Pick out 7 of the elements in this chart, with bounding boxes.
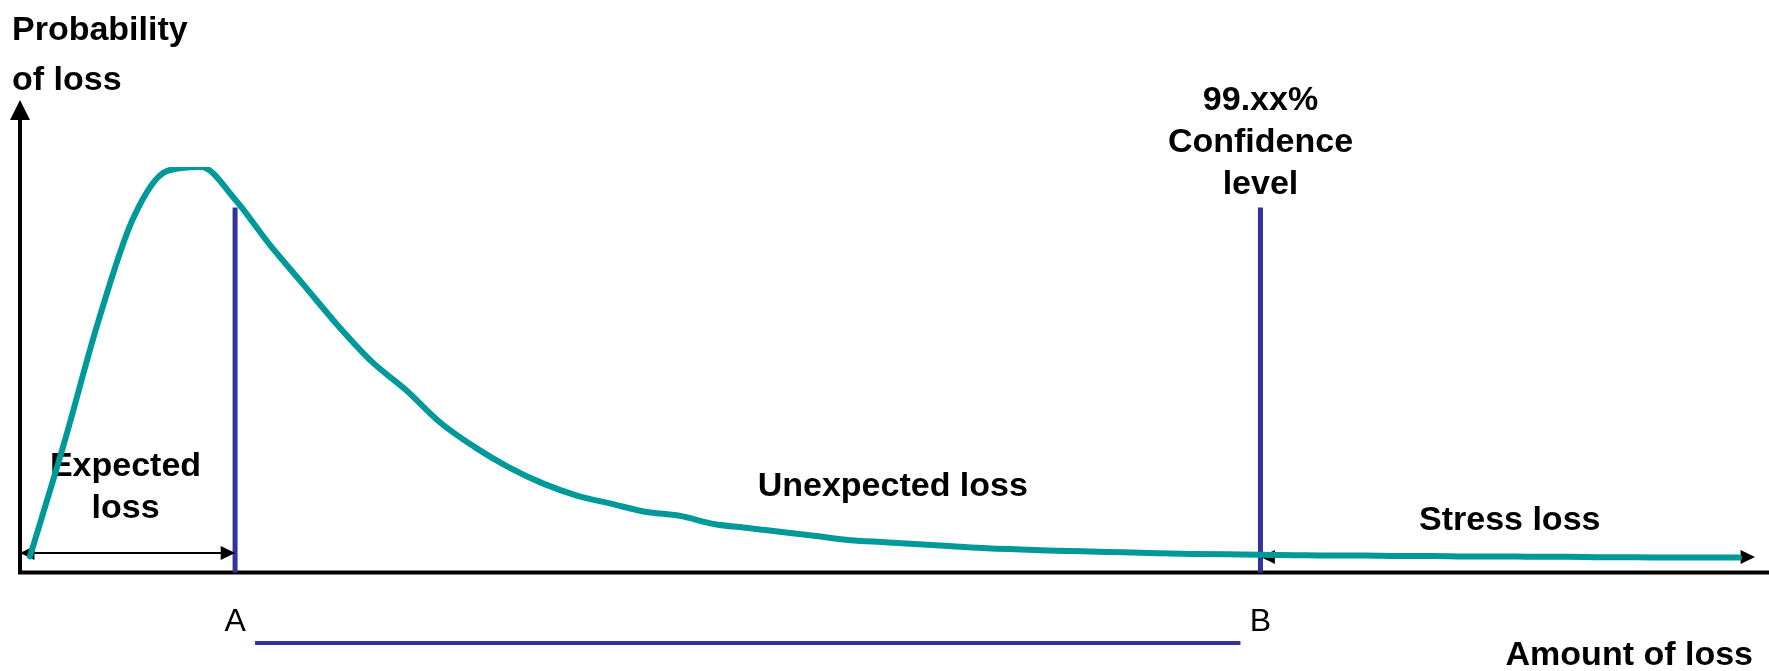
x-tick-label: B <box>1249 601 1272 638</box>
x-axis-title: Amount of loss <box>1505 634 1753 671</box>
x-tick-label: A <box>224 601 247 638</box>
annotation: Unexpected loss <box>757 465 1028 504</box>
annotation: Stress loss <box>1419 499 1601 538</box>
ref-line-label: 99.xx% Confidence level <box>1167 78 1354 201</box>
y-axis-title: Probability of loss <box>12 9 188 98</box>
